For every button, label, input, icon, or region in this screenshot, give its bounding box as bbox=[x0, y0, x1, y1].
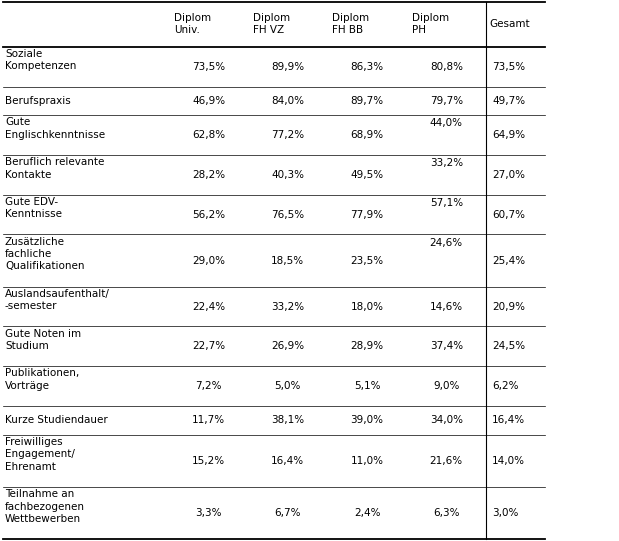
Text: 37,4%: 37,4% bbox=[430, 341, 463, 351]
Text: 5,0%: 5,0% bbox=[275, 381, 301, 391]
Text: 24,5%: 24,5% bbox=[492, 341, 526, 351]
Text: 6,7%: 6,7% bbox=[275, 508, 301, 518]
Text: 16,4%: 16,4% bbox=[271, 456, 305, 466]
Text: Kurze Studiendauer: Kurze Studiendauer bbox=[5, 415, 108, 425]
Text: 39,0%: 39,0% bbox=[350, 415, 384, 425]
Text: 18,0%: 18,0% bbox=[350, 302, 384, 312]
Text: Berufspraxis: Berufspraxis bbox=[5, 96, 71, 106]
Text: 14,0%: 14,0% bbox=[492, 456, 525, 466]
Text: 2,4%: 2,4% bbox=[354, 508, 380, 518]
Text: 73,5%: 73,5% bbox=[492, 62, 526, 72]
Text: 89,7%: 89,7% bbox=[350, 96, 384, 106]
Text: 73,5%: 73,5% bbox=[192, 62, 225, 72]
Text: Gute
Englischkenntnisse: Gute Englischkenntnisse bbox=[5, 117, 105, 140]
Text: 79,7%: 79,7% bbox=[430, 96, 463, 106]
Text: 33,2%: 33,2% bbox=[271, 302, 305, 312]
Text: 89,9%: 89,9% bbox=[271, 62, 305, 72]
Text: 11,0%: 11,0% bbox=[350, 456, 384, 466]
Text: Diplom
Univ.: Diplom Univ. bbox=[174, 14, 211, 35]
Text: Zusätzliche
fachliche
Qualifikationen: Zusätzliche fachliche Qualifikationen bbox=[5, 236, 84, 272]
Text: 28,2%: 28,2% bbox=[192, 170, 225, 180]
Text: 68,9%: 68,9% bbox=[350, 130, 384, 140]
Text: Auslandsaufenthalt/
-semester: Auslandsaufenthalt/ -semester bbox=[5, 289, 110, 311]
Text: 7,2%: 7,2% bbox=[196, 381, 222, 391]
Text: 60,7%: 60,7% bbox=[492, 209, 525, 220]
Text: 46,9%: 46,9% bbox=[192, 96, 225, 106]
Text: 33,2%: 33,2% bbox=[430, 158, 463, 168]
Text: 28,9%: 28,9% bbox=[350, 341, 384, 351]
Text: Gute EDV-
Kenntnisse: Gute EDV- Kenntnisse bbox=[5, 197, 62, 219]
Text: 26,9%: 26,9% bbox=[271, 341, 305, 351]
Text: 23,5%: 23,5% bbox=[350, 255, 384, 266]
Text: 86,3%: 86,3% bbox=[350, 62, 384, 72]
Text: 77,2%: 77,2% bbox=[271, 130, 305, 140]
Text: 11,7%: 11,7% bbox=[192, 415, 225, 425]
Text: 80,8%: 80,8% bbox=[430, 62, 463, 72]
Text: 38,1%: 38,1% bbox=[271, 415, 305, 425]
Text: 6,2%: 6,2% bbox=[492, 381, 519, 391]
Text: 57,1%: 57,1% bbox=[430, 198, 463, 208]
Text: Beruflich relevante
Kontakte: Beruflich relevante Kontakte bbox=[5, 157, 105, 180]
Text: 9,0%: 9,0% bbox=[433, 381, 459, 391]
Text: 3,0%: 3,0% bbox=[492, 508, 519, 518]
Text: 49,5%: 49,5% bbox=[350, 170, 384, 180]
Text: Soziale
Kompetenzen: Soziale Kompetenzen bbox=[5, 49, 76, 71]
Text: Diplom
PH: Diplom PH bbox=[412, 14, 449, 35]
Text: 27,0%: 27,0% bbox=[492, 170, 525, 180]
Text: 21,6%: 21,6% bbox=[430, 456, 463, 466]
Text: Teilnahme an
fachbezogenen
Wettbewerben: Teilnahme an fachbezogenen Wettbewerben bbox=[5, 489, 85, 524]
Text: 77,9%: 77,9% bbox=[350, 209, 384, 220]
Text: 64,9%: 64,9% bbox=[492, 130, 526, 140]
Text: 18,5%: 18,5% bbox=[271, 255, 305, 266]
Text: Diplom
FH BB: Diplom FH BB bbox=[332, 14, 370, 35]
Text: Gute Noten im
Studium: Gute Noten im Studium bbox=[5, 328, 81, 351]
Text: Publikationen,
Vorträge: Publikationen, Vorträge bbox=[5, 368, 79, 391]
Text: Diplom
FH VZ: Diplom FH VZ bbox=[253, 14, 290, 35]
Text: 25,4%: 25,4% bbox=[492, 255, 526, 266]
Text: Freiwilliges
Engagement/
Ehrenamt: Freiwilliges Engagement/ Ehrenamt bbox=[5, 437, 75, 472]
Text: 16,4%: 16,4% bbox=[492, 415, 526, 425]
Text: 5,1%: 5,1% bbox=[354, 381, 380, 391]
Text: 3,3%: 3,3% bbox=[196, 508, 222, 518]
Text: 15,2%: 15,2% bbox=[192, 456, 225, 466]
Text: 22,4%: 22,4% bbox=[192, 302, 225, 312]
Text: 29,0%: 29,0% bbox=[192, 255, 225, 266]
Text: 34,0%: 34,0% bbox=[430, 415, 463, 425]
Text: 62,8%: 62,8% bbox=[192, 130, 225, 140]
Text: Gesamt: Gesamt bbox=[489, 19, 530, 29]
Text: 49,7%: 49,7% bbox=[492, 96, 526, 106]
Text: 6,3%: 6,3% bbox=[433, 508, 459, 518]
Text: 20,9%: 20,9% bbox=[492, 302, 525, 312]
Text: 24,6%: 24,6% bbox=[430, 237, 463, 248]
Text: 84,0%: 84,0% bbox=[271, 96, 305, 106]
Text: 76,5%: 76,5% bbox=[271, 209, 305, 220]
Text: 14,6%: 14,6% bbox=[430, 302, 463, 312]
Text: 56,2%: 56,2% bbox=[192, 209, 225, 220]
Text: 40,3%: 40,3% bbox=[271, 170, 305, 180]
Text: 22,7%: 22,7% bbox=[192, 341, 225, 351]
Text: 44,0%: 44,0% bbox=[430, 118, 463, 128]
